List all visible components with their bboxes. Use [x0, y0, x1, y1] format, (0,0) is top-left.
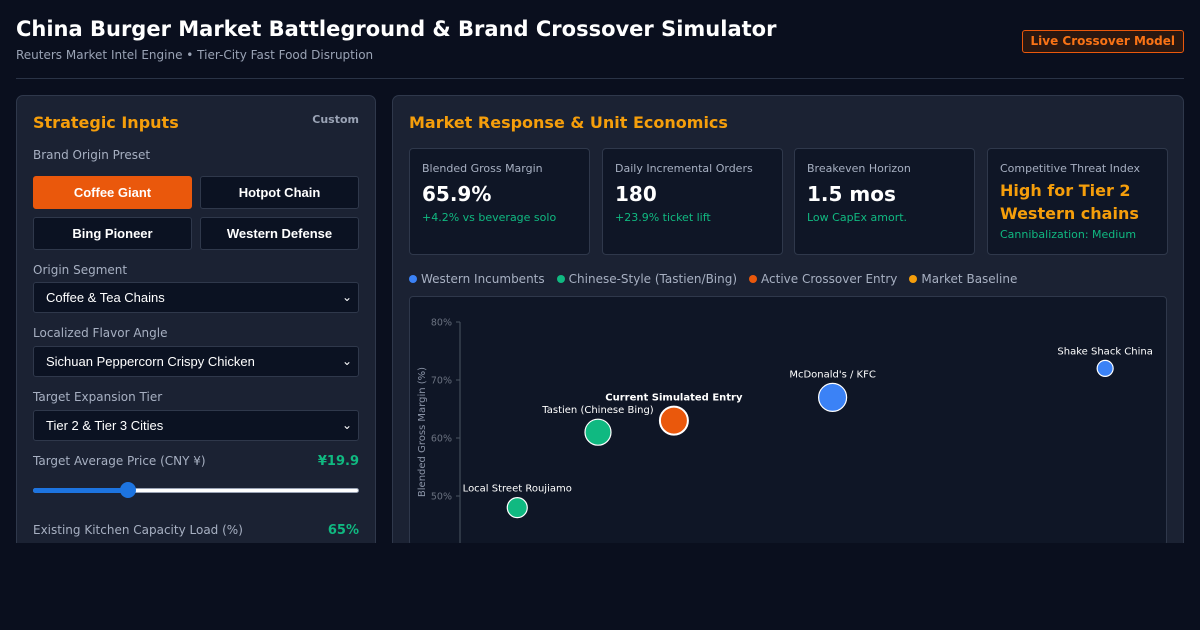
- legend-label: Active Crossover Entry: [761, 272, 898, 286]
- kpi-value: 1.5 mos: [807, 182, 896, 206]
- y-tick-label: 60%: [431, 434, 452, 445]
- preset-bing-pioneer-button[interactable]: Bing Pioneer: [33, 217, 192, 250]
- legend-label: Market Baseline: [921, 272, 1018, 286]
- chart-legend: Western Incumbents Chinese-Style (Tastie…: [409, 272, 1017, 286]
- legend-item: Active Crossover Entry: [749, 272, 897, 286]
- chevron-down-icon: ⌄: [341, 290, 352, 304]
- y-tick-label: 50%: [431, 492, 452, 503]
- kpi-breakeven: Breakeven Horizon 1.5 mos Low CapEx amor…: [794, 148, 975, 255]
- y-axis-label: Blended Gross Margin (%): [417, 367, 428, 497]
- legend-item: Chinese-Style (Tastien/Bing): [556, 272, 738, 286]
- preset-coffee-giant-button[interactable]: Coffee Giant: [33, 176, 192, 209]
- kpi-delta: Low CapEx amort.: [807, 211, 908, 224]
- price-slider-thumb[interactable]: [119, 482, 136, 498]
- price-label: Target Average Price (CNY ¥): [33, 454, 206, 468]
- data-point: [584, 418, 612, 446]
- scatter-plot: 80% 70% 60% 50%Blended Gross Margin (%) Loca…: [417, 318, 1153, 545]
- point-label: McDonald's / KFC: [789, 369, 876, 380]
- point-label: Current Simulated Entry: [605, 393, 743, 404]
- legend-item: Market Baseline: [909, 272, 1017, 286]
- preset-hotpot-chain-button[interactable]: Hotpot Chain: [200, 176, 359, 209]
- data-point: [658, 405, 689, 436]
- preset-western-defense-button[interactable]: Western Defense: [200, 217, 359, 250]
- kpi-threat-index: Competitive Threat Index High for Tier 2…: [987, 148, 1168, 255]
- market-response-panel: Market Response & Unit Economics Blended…: [392, 95, 1184, 555]
- price-slider[interactable]: [33, 481, 359, 499]
- kpi-threat-note: Cannibalization: Medium: [1000, 228, 1137, 241]
- capacity-label: Existing Kitchen Capacity Load (%): [33, 523, 243, 537]
- tier-select[interactable]: Tier 2 & Tier 3 Cities ⌄: [33, 410, 359, 441]
- legend-label: Chinese-Style (Tastien/Bing): [568, 272, 738, 286]
- legend-label: Western Incumbents: [421, 272, 545, 286]
- page-title: China Burger Market Battleground & Brand…: [16, 17, 777, 41]
- kpi-delta: +23.9% ticket lift: [615, 211, 711, 224]
- legend-dot: [409, 275, 417, 283]
- segment-label: Origin Segment: [33, 263, 128, 277]
- data-point: [1096, 359, 1114, 378]
- y-tick-label: 80%: [431, 318, 452, 329]
- price-slider-fill: [33, 488, 128, 493]
- legend-item: Western Incumbents: [409, 272, 545, 286]
- point-label: Tastien (Chinese Bing): [541, 405, 654, 416]
- legend-dot: [909, 275, 918, 283]
- flavor-label: Localized Flavor Angle: [33, 326, 168, 340]
- chevron-down-icon: ⌄: [341, 418, 352, 432]
- kpi-label: Breakeven Horizon: [807, 162, 911, 175]
- kpi-label: Blended Gross Margin: [422, 162, 543, 175]
- legend-dot: [749, 275, 758, 283]
- chevron-down-icon: ⌄: [341, 354, 352, 368]
- preset-label: Brand Origin Preset: [33, 148, 151, 162]
- mode-tag: Custom: [312, 113, 359, 126]
- kpi-label: Competitive Threat Index: [1000, 162, 1140, 175]
- kpi-value: 65.9%: [422, 182, 492, 206]
- tier-label: Target Expansion Tier: [33, 390, 163, 404]
- flavor-select-value: Sichuan Peppercorn Crispy Chicken: [46, 354, 255, 369]
- tier-select-value: Tier 2 & Tier 3 Cities: [46, 418, 164, 433]
- price-value: ¥19.9: [317, 454, 359, 469]
- kpi-label: Daily Incremental Orders: [615, 162, 753, 175]
- segment-select[interactable]: Coffee & Tea Chains ⌄: [33, 282, 359, 313]
- margin-scatter-chart: 80% 70% 60% 50% Blended Gross Margin (%) Loca…: [409, 296, 1167, 546]
- point-label: Shake Shack China: [1057, 346, 1152, 357]
- page-bottom: [0, 543, 1200, 630]
- results-title: Market Response & Unit Economics: [409, 113, 728, 132]
- header: China Burger Market Battleground & Brand…: [16, 0, 1184, 79]
- kpi-delta: +4.2% vs beverage solo: [422, 211, 557, 224]
- point-label: Local Street Roujiamo: [463, 484, 572, 495]
- segment-select-value: Coffee & Tea Chains: [46, 290, 165, 305]
- strategic-inputs-panel: Strategic Inputs Custom Brand Origin Pre…: [16, 95, 376, 555]
- live-model-badge: Live Crossover Model: [1021, 30, 1184, 53]
- kpi-daily-orders: Daily Incremental Orders 180 +23.9% tick…: [602, 148, 783, 255]
- data-point: [506, 497, 528, 519]
- y-tick-label: 70%: [431, 376, 452, 387]
- page-subtitle: Reuters Market Intel Engine • Tier-City …: [16, 48, 374, 62]
- legend-dot: [556, 275, 565, 283]
- kpi-threat-value: High for Tier 2 Western chains: [1000, 181, 1139, 223]
- data-point: [818, 382, 848, 413]
- inputs-title: Strategic Inputs: [33, 113, 179, 132]
- capacity-value: 65%: [327, 523, 359, 538]
- kpi-value: 180: [615, 182, 657, 206]
- flavor-select[interactable]: Sichuan Peppercorn Crispy Chicken ⌄: [33, 346, 359, 377]
- kpi-gross-margin: Blended Gross Margin 65.9% +4.2% vs beve…: [409, 148, 590, 255]
